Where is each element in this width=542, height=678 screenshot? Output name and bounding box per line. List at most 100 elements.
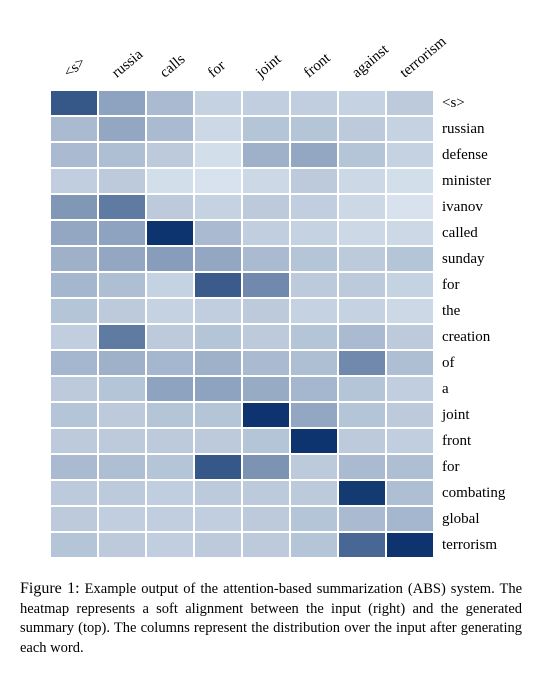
row-label: russian xyxy=(442,116,505,142)
heatmap-cell xyxy=(98,480,146,506)
heatmap-cell xyxy=(98,428,146,454)
heatmap-cell xyxy=(338,272,386,298)
heatmap-cell xyxy=(50,142,98,168)
heatmap-cell xyxy=(338,142,386,168)
heatmap-cell xyxy=(338,194,386,220)
heatmap-cell xyxy=(146,506,194,532)
heatmap-cell xyxy=(146,324,194,350)
heatmap-cell xyxy=(242,168,290,194)
heatmap-cell xyxy=(338,532,386,558)
heatmap-cell xyxy=(290,532,338,558)
heatmap-cell xyxy=(242,350,290,376)
heatmap-cell xyxy=(386,220,434,246)
figure-label: Figure 1: xyxy=(20,580,80,597)
figure-caption: Figure 1: Example output of the attentio… xyxy=(20,578,522,658)
heatmap-cell xyxy=(194,350,242,376)
heatmap-cell xyxy=(338,454,386,480)
heatmap-cell xyxy=(338,168,386,194)
heatmap-cell xyxy=(98,194,146,220)
heatmap-row xyxy=(50,220,434,246)
heatmap-cell xyxy=(194,480,242,506)
heatmap-cell xyxy=(146,246,194,272)
heatmap-cell xyxy=(386,272,434,298)
heatmap-cell xyxy=(194,428,242,454)
heatmap-cell xyxy=(242,428,290,454)
heatmap-cell xyxy=(242,116,290,142)
heatmap-cell xyxy=(242,376,290,402)
column-label: <s> xyxy=(61,54,89,82)
heatmap-cell xyxy=(242,454,290,480)
heatmap-row xyxy=(50,506,434,532)
column-label: for xyxy=(205,58,229,82)
heatmap-cell xyxy=(50,324,98,350)
heatmap-cell xyxy=(98,298,146,324)
heatmap-row xyxy=(50,480,434,506)
heatmap-cell xyxy=(338,506,386,532)
heatmap-cell xyxy=(386,480,434,506)
heatmap-grid xyxy=(50,90,434,558)
heatmap-cell xyxy=(386,142,434,168)
heatmap-cell xyxy=(386,454,434,480)
heatmap-cell xyxy=(290,402,338,428)
heatmap-cell xyxy=(386,246,434,272)
heatmap-cell xyxy=(50,272,98,298)
heatmap-cell xyxy=(98,532,146,558)
heatmap-cell xyxy=(194,506,242,532)
heatmap-cell xyxy=(338,480,386,506)
heatmap-cell xyxy=(146,350,194,376)
row-label: global xyxy=(442,506,505,532)
heatmap-cell xyxy=(50,350,98,376)
heatmap-row xyxy=(50,168,434,194)
heatmap-cell xyxy=(194,376,242,402)
heatmap-cell xyxy=(194,324,242,350)
heatmap-cell xyxy=(194,532,242,558)
heatmap-cell xyxy=(98,220,146,246)
row-label: minister xyxy=(442,168,505,194)
heatmap-cell xyxy=(290,220,338,246)
heatmap-cell xyxy=(50,480,98,506)
heatmap-cell xyxy=(194,246,242,272)
heatmap-cell xyxy=(50,402,98,428)
heatmap-cell xyxy=(338,220,386,246)
heatmap-cell xyxy=(146,90,194,116)
heatmap-row xyxy=(50,532,434,558)
heatmap-cell xyxy=(194,402,242,428)
heatmap-cell xyxy=(242,272,290,298)
heatmap-cell xyxy=(98,116,146,142)
row-label: combating xyxy=(442,480,505,506)
heatmap-cell xyxy=(98,506,146,532)
column-labels: <s>russiacallsforjointfrontagainstterror… xyxy=(50,20,434,90)
heatmap-cell xyxy=(338,428,386,454)
heatmap-cell xyxy=(50,376,98,402)
heatmap-cell xyxy=(290,116,338,142)
heatmap-cell xyxy=(146,402,194,428)
heatmap-cell xyxy=(146,168,194,194)
heatmap-cell xyxy=(98,142,146,168)
heatmap-cell xyxy=(98,246,146,272)
heatmap-cell xyxy=(242,246,290,272)
heatmap-cell xyxy=(146,194,194,220)
heatmap-cell xyxy=(338,90,386,116)
row-label: <s> xyxy=(442,90,505,116)
heatmap-cell xyxy=(98,402,146,428)
heatmap-cell xyxy=(338,376,386,402)
heatmap-row xyxy=(50,454,434,480)
heatmap-cell xyxy=(290,168,338,194)
heatmap-cell xyxy=(146,142,194,168)
row-label: a xyxy=(442,376,505,402)
row-label: defense xyxy=(442,142,505,168)
heatmap-row xyxy=(50,142,434,168)
heatmap-cell xyxy=(290,454,338,480)
heatmap-cell xyxy=(338,246,386,272)
row-label: for xyxy=(442,454,505,480)
heatmap-cell xyxy=(50,116,98,142)
heatmap-cell xyxy=(386,350,434,376)
heatmap: <s>russiacallsforjointfrontagainstterror… xyxy=(20,20,522,558)
row-label: for xyxy=(442,272,505,298)
column-label: russia xyxy=(109,46,147,82)
heatmap-cell xyxy=(50,246,98,272)
figure-caption-text: Example output of the attention-based su… xyxy=(20,581,522,656)
row-labels: <s>russiandefenseministerivanovcalledsun… xyxy=(442,90,505,558)
heatmap-row xyxy=(50,324,434,350)
heatmap-cell xyxy=(194,220,242,246)
